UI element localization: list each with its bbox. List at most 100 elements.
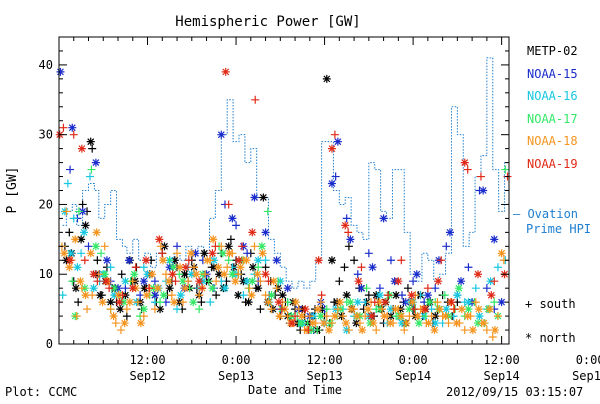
south-point <box>256 305 265 314</box>
south-point <box>490 298 499 307</box>
south-point <box>442 242 451 251</box>
north-point <box>392 291 401 300</box>
south-point <box>501 165 510 174</box>
north-point <box>457 277 466 286</box>
north-point <box>316 312 325 321</box>
north-point <box>110 284 119 293</box>
north-point <box>125 298 134 307</box>
north-point <box>208 284 217 293</box>
north-point <box>248 277 257 286</box>
south-point <box>145 284 153 293</box>
south-point <box>74 298 83 307</box>
south-point <box>364 291 373 300</box>
south-point <box>58 291 67 300</box>
south-point <box>88 144 97 153</box>
north-point <box>394 277 403 286</box>
north-point <box>346 298 355 307</box>
north-point <box>278 291 287 300</box>
south-point <box>330 130 339 139</box>
south-point <box>340 263 349 272</box>
north-point <box>368 263 377 272</box>
north-point <box>81 291 90 300</box>
south-point <box>84 242 93 251</box>
south-point <box>184 256 193 265</box>
north-point <box>474 270 483 279</box>
north-point <box>347 305 356 314</box>
south-point <box>72 312 81 321</box>
north-point <box>102 277 111 286</box>
south-point <box>471 284 480 293</box>
x-tick-date-label: Sep13 <box>218 369 254 383</box>
south-point <box>167 291 176 300</box>
south-point <box>97 249 106 258</box>
north-point <box>272 256 281 265</box>
south-point <box>78 200 87 209</box>
north-point <box>89 284 98 293</box>
north-point <box>327 144 336 153</box>
north-point <box>257 242 266 251</box>
south-point <box>488 333 497 342</box>
south-point <box>405 312 414 321</box>
south-symbol-legend: + south <box>525 297 576 311</box>
north-point <box>275 312 284 321</box>
series-noaa-19 <box>55 67 512 335</box>
north-point <box>420 305 429 314</box>
north-point <box>77 235 86 244</box>
north-point <box>170 298 179 307</box>
north-point <box>231 277 240 286</box>
south-point <box>344 326 353 335</box>
south-point <box>223 263 232 272</box>
north-point <box>203 256 212 265</box>
x-tick-time-label: 12:00 <box>129 353 165 367</box>
north-point <box>81 221 90 230</box>
north-point <box>308 319 317 328</box>
north-point <box>250 193 259 202</box>
north-point <box>56 67 65 76</box>
south-point <box>116 326 125 335</box>
x-tick-date-label: Sep12 <box>129 369 165 383</box>
south-point <box>206 298 215 307</box>
north-point <box>479 186 488 195</box>
legend-item-noaa-18: NOAA-18 <box>527 134 578 148</box>
north-point <box>234 291 243 300</box>
north-point <box>91 242 100 251</box>
north-point <box>209 235 218 244</box>
y-tick-label: 40 <box>39 58 53 72</box>
south-point <box>133 298 142 307</box>
north-point <box>200 249 209 258</box>
north-point <box>264 298 273 307</box>
north-point <box>247 291 256 300</box>
south-point <box>106 305 115 314</box>
north-point <box>445 228 454 237</box>
north-point <box>243 277 252 286</box>
south-point <box>423 284 432 293</box>
north-point <box>208 249 217 258</box>
south-point <box>158 249 167 258</box>
north-point <box>168 270 177 279</box>
south-point <box>350 256 359 265</box>
north-point <box>259 193 268 202</box>
south-point <box>201 270 210 279</box>
north-point <box>354 277 363 286</box>
north-point <box>375 298 384 307</box>
north-point <box>453 291 462 300</box>
north-point <box>170 256 179 265</box>
north-point <box>291 298 300 307</box>
south-point <box>261 263 270 272</box>
south-point <box>106 263 115 272</box>
y-tick-label: 30 <box>39 128 53 142</box>
north-point <box>181 263 190 272</box>
south-point <box>195 305 204 314</box>
north-point <box>76 277 85 286</box>
south-point <box>431 284 440 293</box>
ovation-legend-line2: Prime HPI <box>526 222 592 236</box>
north-point <box>66 249 75 258</box>
south-point <box>440 291 449 300</box>
south-point <box>482 326 491 335</box>
y-tick-label: 20 <box>39 197 53 211</box>
north-point <box>187 249 196 258</box>
south-point <box>117 270 126 279</box>
south-point <box>261 291 270 300</box>
north-point <box>424 319 433 328</box>
north-point <box>120 319 129 328</box>
